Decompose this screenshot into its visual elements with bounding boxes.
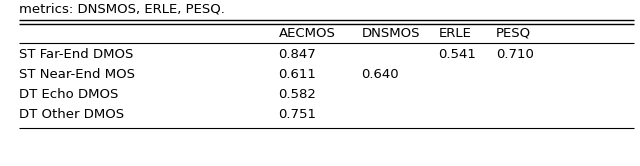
Text: 0.640: 0.640 <box>362 68 399 81</box>
Text: DNSMOS: DNSMOS <box>362 27 420 40</box>
Text: AECMOS: AECMOS <box>278 27 335 40</box>
Text: DT Other DMOS: DT Other DMOS <box>19 108 124 121</box>
Text: 0.582: 0.582 <box>278 88 316 101</box>
Text: DT Echo DMOS: DT Echo DMOS <box>19 88 118 101</box>
Text: 0.611: 0.611 <box>278 68 316 81</box>
Text: 0.710: 0.710 <box>496 48 534 61</box>
Text: ERLE: ERLE <box>438 27 471 40</box>
Text: 0.847: 0.847 <box>278 48 316 61</box>
Text: ST Far-End DMOS: ST Far-End DMOS <box>19 48 134 61</box>
Text: 0.541: 0.541 <box>438 48 476 61</box>
Text: metrics: DNSMOS, ERLE, PESQ.: metrics: DNSMOS, ERLE, PESQ. <box>19 2 225 15</box>
Text: ST Near-End MOS: ST Near-End MOS <box>19 68 135 81</box>
Text: PESQ: PESQ <box>496 27 531 40</box>
Text: 0.751: 0.751 <box>278 108 316 121</box>
